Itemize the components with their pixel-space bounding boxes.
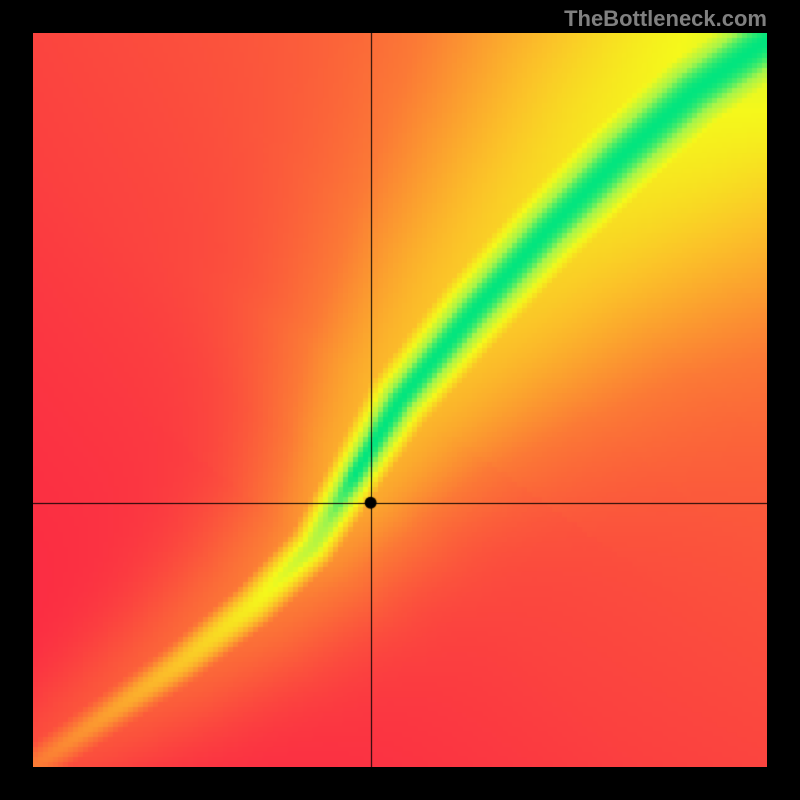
bottleneck-heatmap-canvas [33,33,767,767]
watermark-text: TheBottleneck.com [564,6,767,32]
chart-container: TheBottleneck.com [0,0,800,800]
